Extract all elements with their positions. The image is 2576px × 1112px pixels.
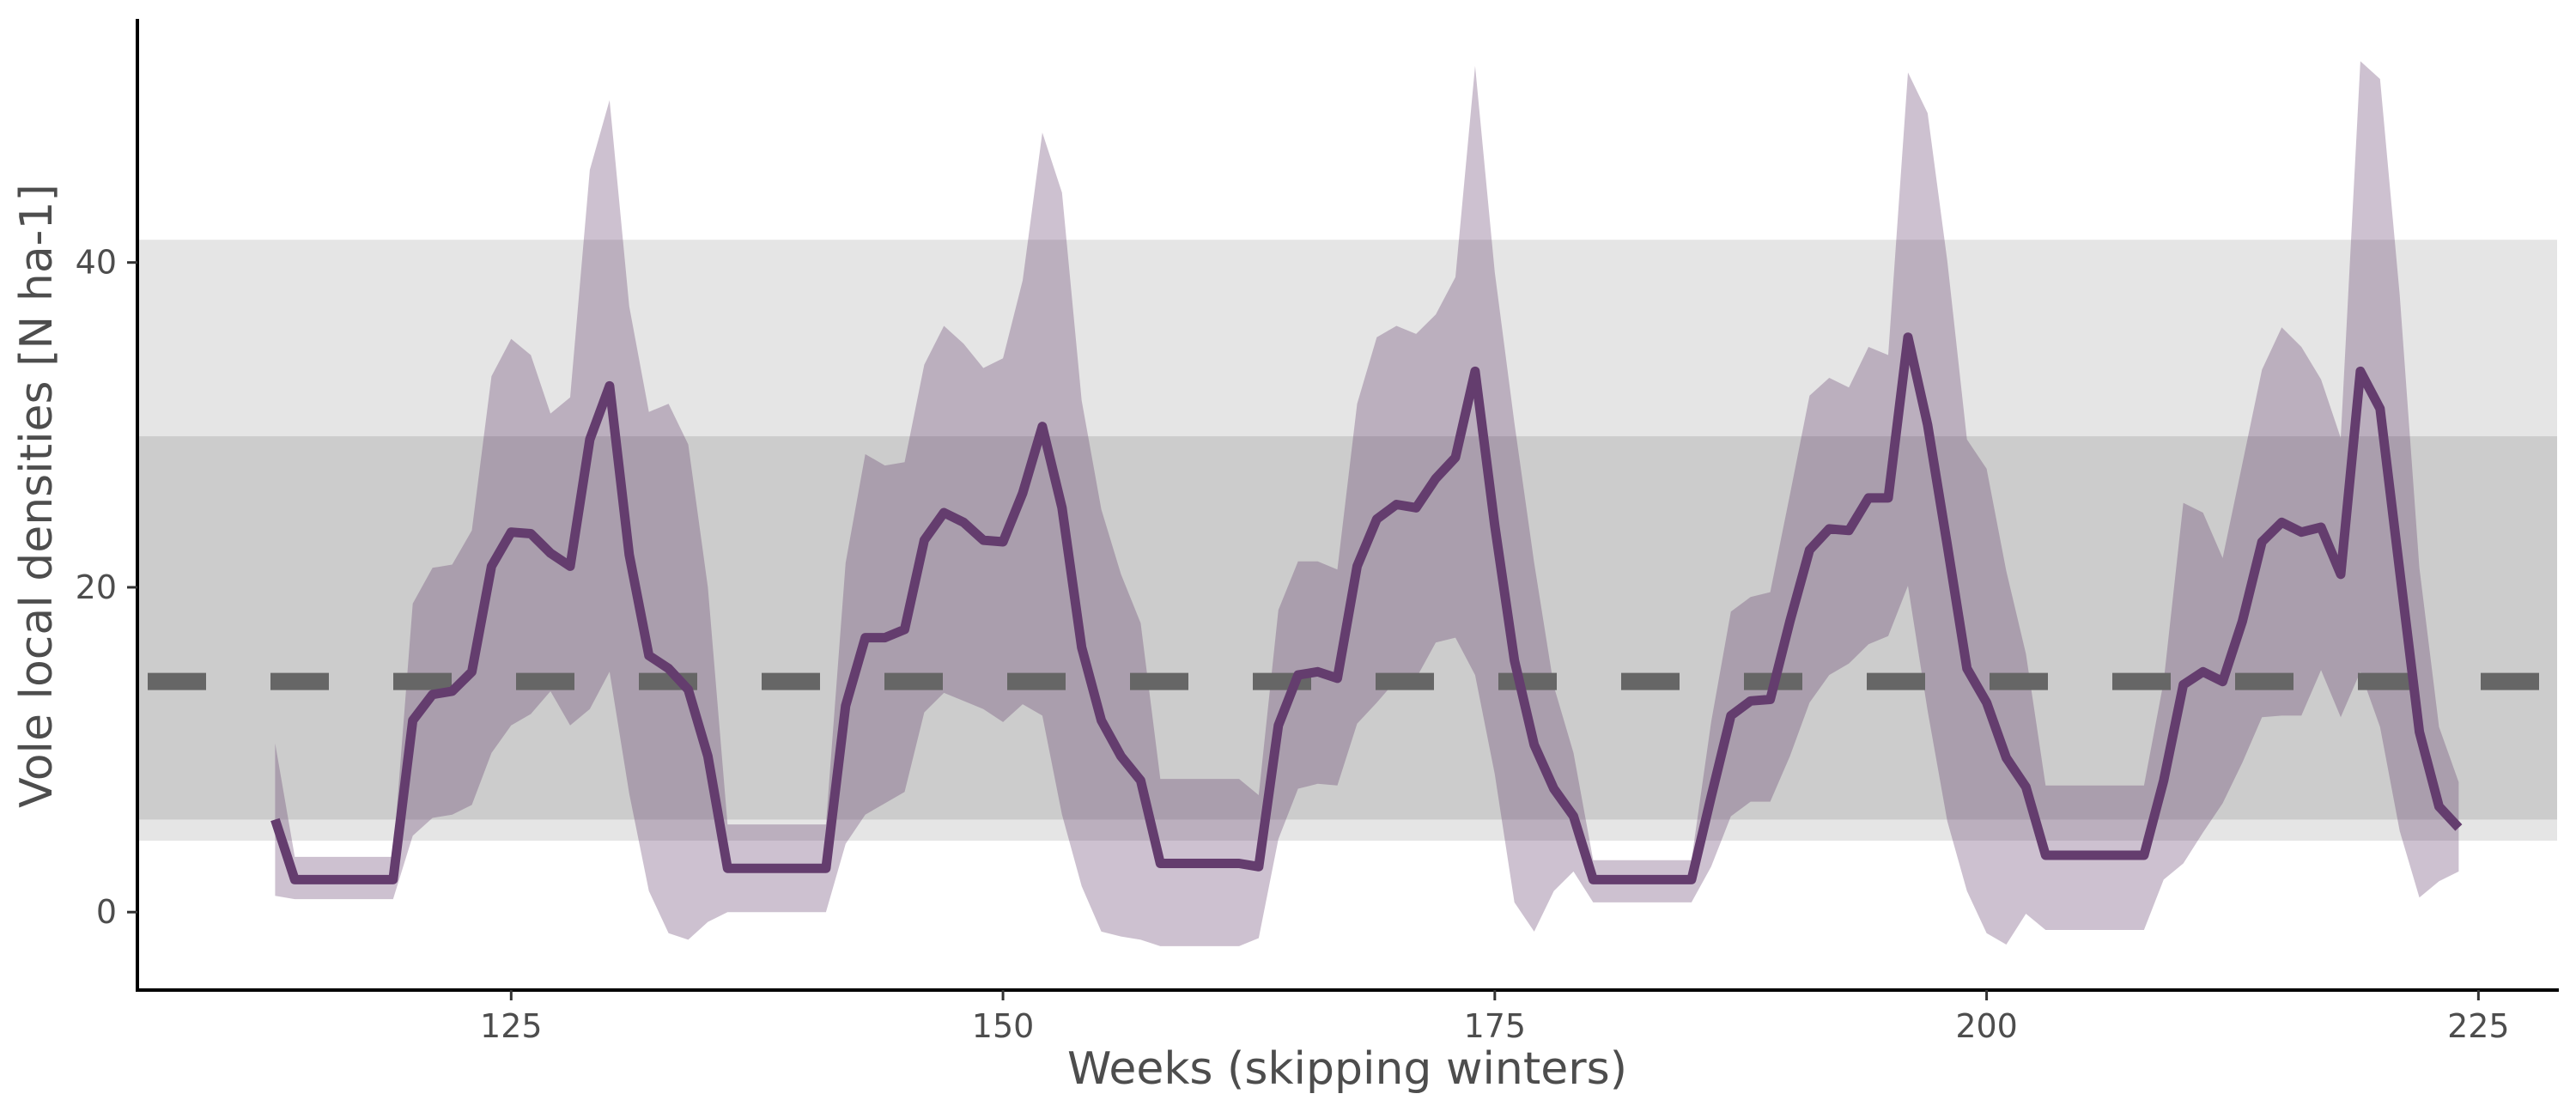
confidence-ribbon-layer (275, 61, 2459, 946)
x-tick-label: 150 (972, 1007, 1035, 1045)
x-axis-title: Weeks (skipping winters) (1067, 1043, 1627, 1095)
x-tick-label: 200 (1955, 1007, 2018, 1045)
confidence-ribbon (275, 61, 2459, 946)
y-tick-label: 0 (96, 893, 117, 931)
y-axis-title: Vole local densities [N ha-1] (11, 184, 63, 808)
axes (136, 19, 2559, 992)
x-tick-label: 175 (1464, 1007, 1527, 1045)
series-line (270, 332, 2463, 884)
x-tick-label: 225 (2447, 1007, 2510, 1045)
y-tick-label: 40 (76, 244, 117, 282)
y-axis-ticks: 0 20 40 (76, 244, 137, 931)
x-axis-ticks: 125 150 175 200 225 (480, 990, 2510, 1045)
series-line-layer (270, 332, 2463, 884)
x-tick-label: 125 (480, 1007, 543, 1045)
y-tick-label: 20 (76, 568, 117, 606)
